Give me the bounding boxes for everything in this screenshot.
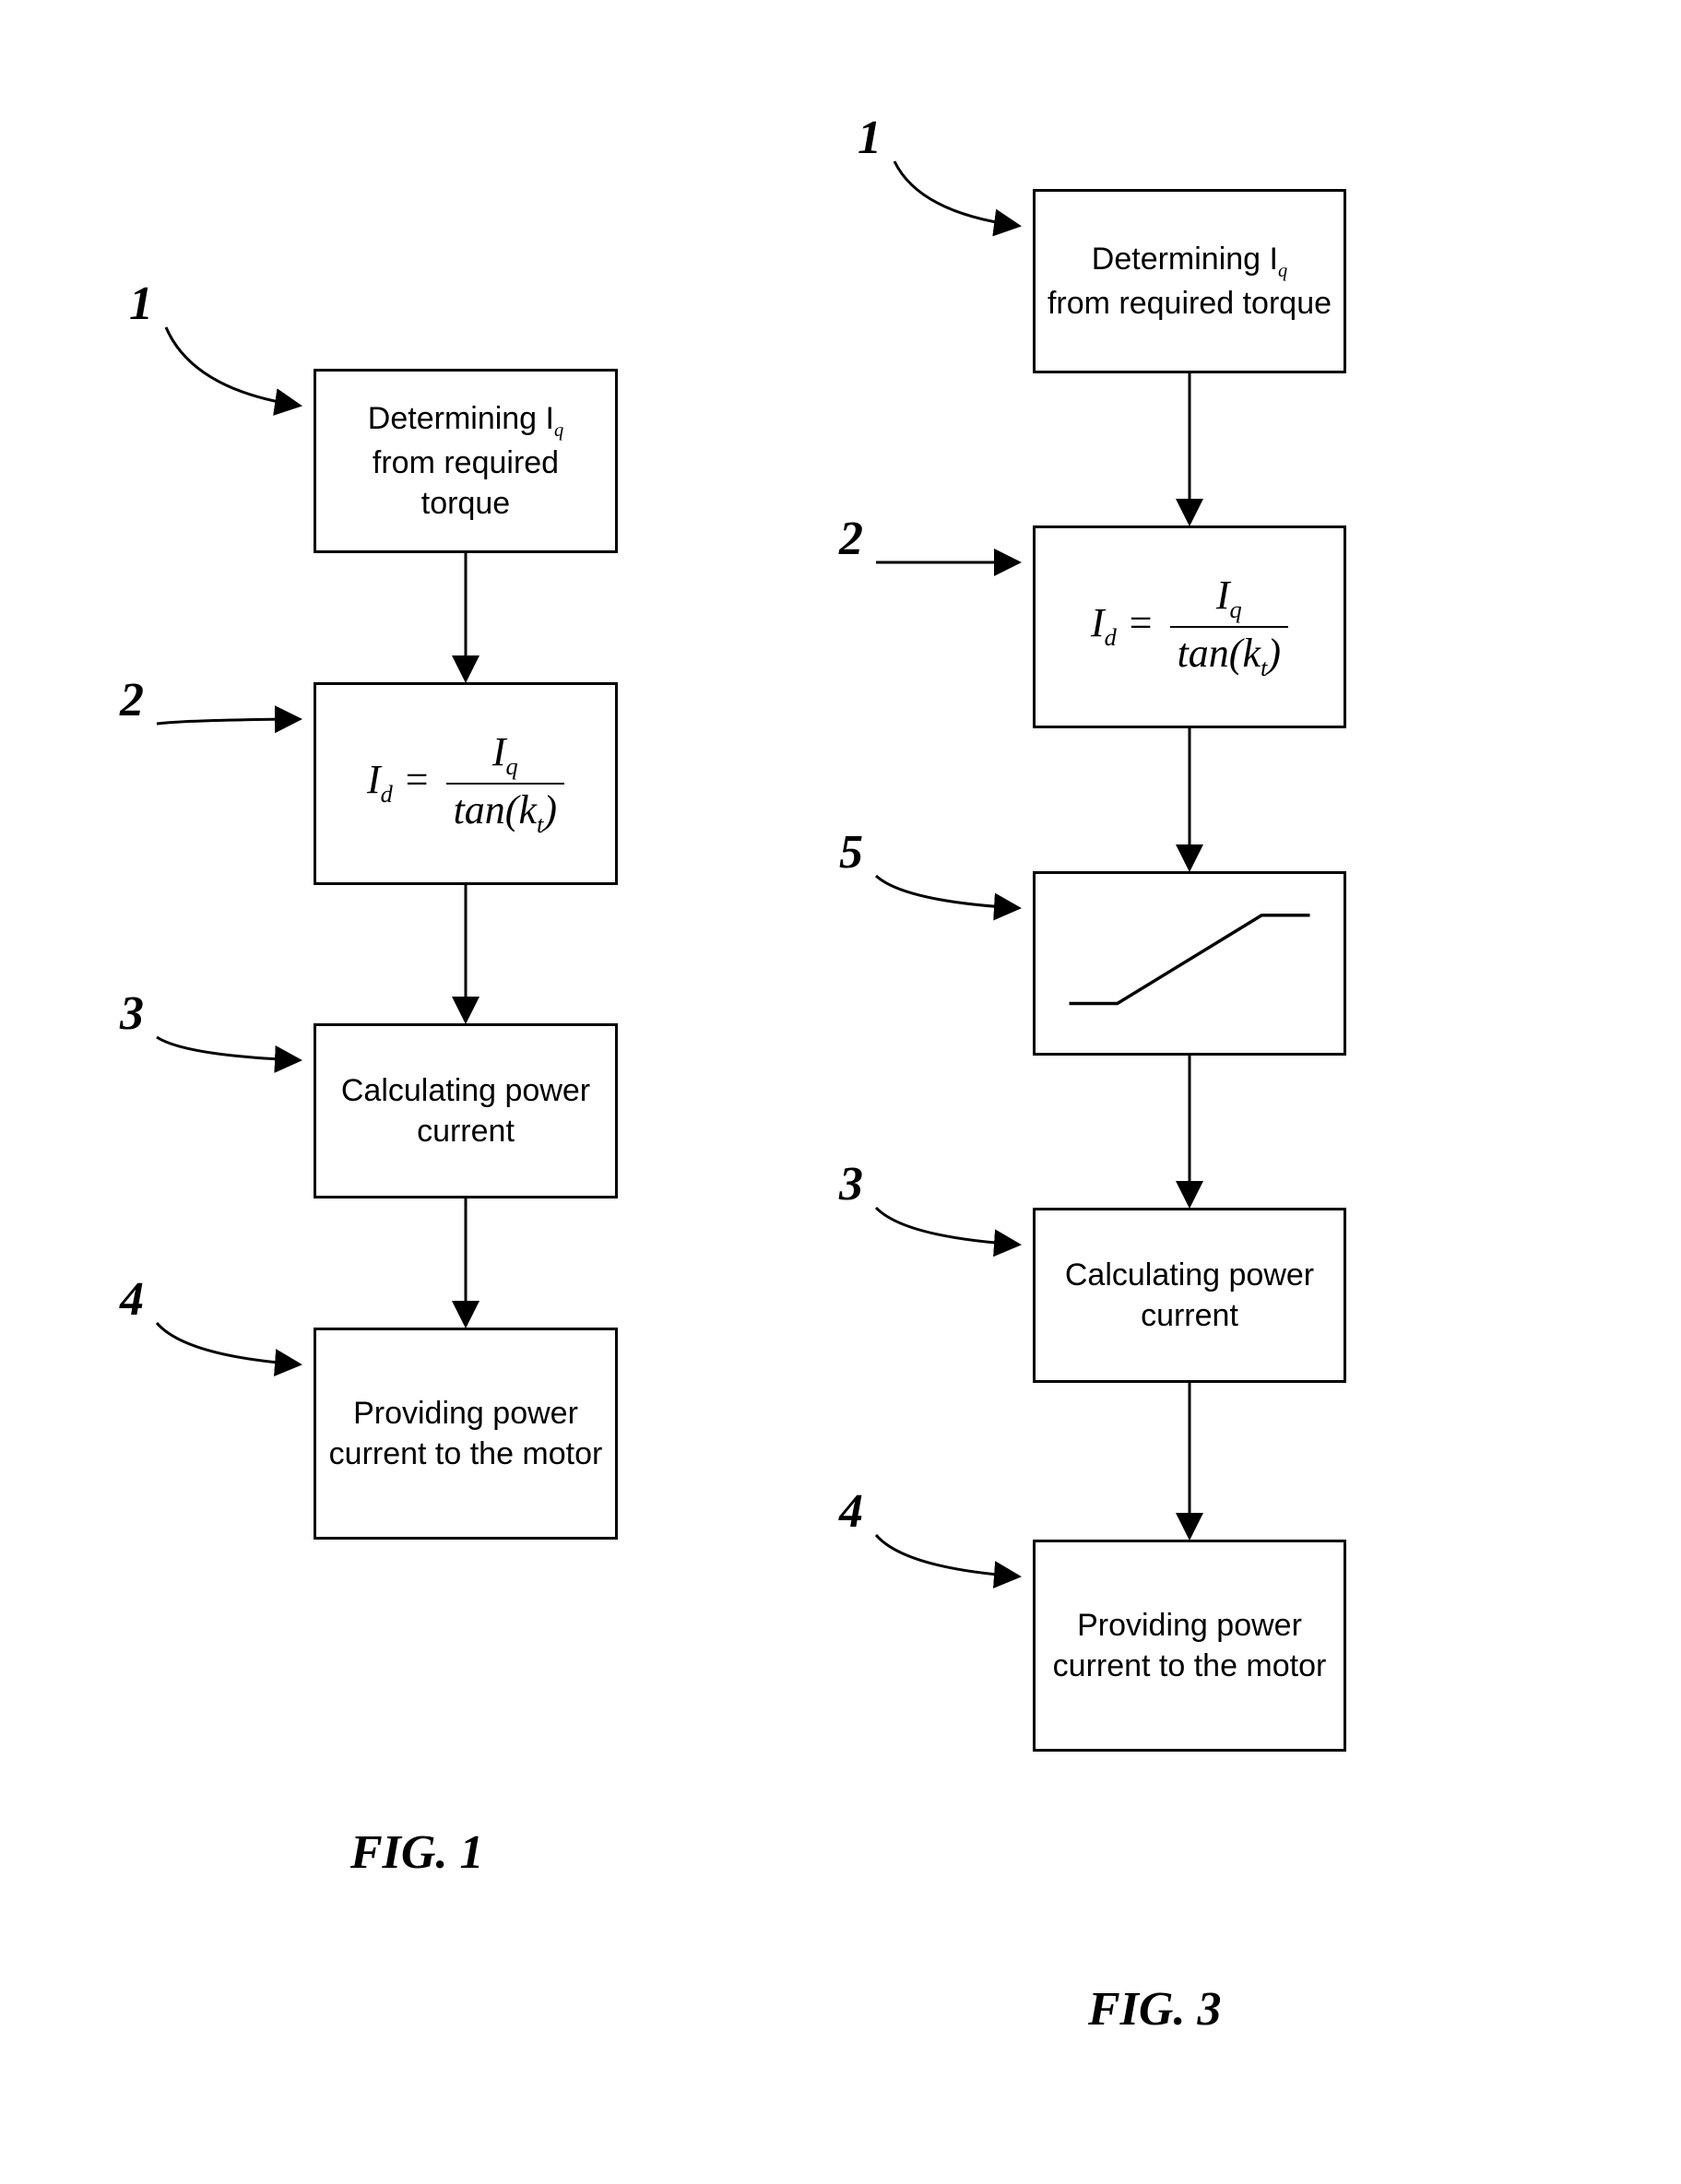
ramp-graph — [1045, 883, 1334, 1044]
step-label-5: 5 — [839, 825, 863, 880]
box-text: Determining Iqfrom required torque — [1048, 239, 1332, 325]
label-arrow — [148, 710, 346, 770]
figure-caption: FIG. 3 — [1088, 1982, 1221, 2036]
flow-arrow — [1180, 1056, 1199, 1208]
flow-box-c2: Id = Iqtan(kt) — [1033, 525, 1346, 728]
flow-box-c3: Calculating power current — [1033, 1208, 1346, 1383]
box-text: Calculating power current — [1045, 1255, 1334, 1336]
step-label-1: 1 — [129, 277, 153, 331]
step-label-2: 2 — [120, 673, 144, 727]
step-label-4: 4 — [120, 1272, 144, 1327]
label-arrow — [867, 553, 1065, 608]
label-arrow — [148, 1028, 346, 1106]
formula-lhs: Id — [367, 757, 393, 802]
label-arrow — [867, 867, 1065, 954]
label-arrow — [885, 152, 1065, 272]
flow-arrow — [456, 885, 475, 1023]
label-arrow — [157, 318, 346, 452]
flow-box-b2: Id = Iqtan(kt) — [314, 682, 618, 885]
box-text: Calculating power current — [326, 1070, 606, 1151]
flow-box-c5 — [1033, 871, 1346, 1056]
flow-arrow — [1180, 728, 1199, 871]
flow-arrow — [1180, 1383, 1199, 1540]
formula: Id = Iqtan(kt) — [1091, 572, 1288, 682]
box-text: Providing power current to the motor — [326, 1393, 606, 1474]
step-label-3: 3 — [839, 1157, 863, 1211]
flow-box-c1: Determining Iqfrom required torque — [1033, 189, 1346, 373]
box-text: Determining Iqfrom required torque — [326, 398, 606, 525]
label-arrow — [867, 1526, 1065, 1623]
label-arrow — [867, 1198, 1065, 1291]
flow-box-b3: Calculating power current — [314, 1023, 618, 1198]
box-text: Providing power current to the motor — [1045, 1605, 1334, 1686]
step-label-4: 4 — [839, 1484, 863, 1539]
flow-arrow — [456, 553, 475, 682]
flow-box-b1: Determining Iqfrom required torque — [314, 369, 618, 553]
step-label-1: 1 — [858, 111, 882, 165]
flow-arrow — [456, 1198, 475, 1328]
figure-caption: FIG. 1 — [350, 1825, 483, 1880]
step-label-2: 2 — [839, 512, 863, 566]
flow-arrow — [1180, 373, 1199, 525]
step-label-3: 3 — [120, 986, 144, 1041]
formula-lhs: Id — [1091, 600, 1117, 645]
formula: Id = Iqtan(kt) — [367, 728, 564, 839]
flow-box-b4: Providing power current to the motor — [314, 1328, 618, 1540]
label-arrow — [148, 1314, 346, 1411]
flow-box-c4: Providing power current to the motor — [1033, 1540, 1346, 1752]
